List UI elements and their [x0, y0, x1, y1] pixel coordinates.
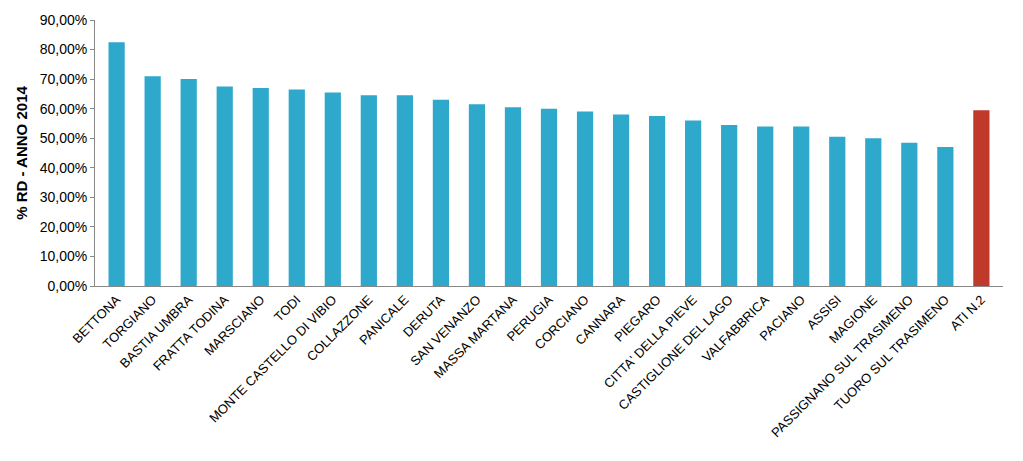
svg-text:BASTIA UMBRA: BASTIA UMBRA [117, 292, 196, 371]
svg-text:70,00%: 70,00% [40, 71, 87, 87]
svg-text:CASTIGLIONE DEL LAGO: CASTIGLIONE DEL LAGO [615, 292, 736, 413]
svg-text:CANNARA: CANNARA [572, 292, 628, 348]
svg-text:PIEGARO: PIEGARO [611, 292, 664, 345]
svg-text:% RD - ANNO 2014: % RD - ANNO 2014 [13, 86, 30, 220]
svg-text:PANICALE: PANICALE [356, 292, 412, 348]
svg-text:PERUGIA: PERUGIA [504, 292, 556, 344]
svg-text:COLLAZZONE: COLLAZZONE [304, 292, 376, 364]
svg-text:TODI: TODI [271, 292, 303, 324]
svg-text:80,00%: 80,00% [40, 41, 87, 57]
svg-text:PACIANO: PACIANO [757, 292, 808, 343]
svg-text:ASSISI: ASSISI [804, 292, 844, 332]
svg-text:PASSIGNANO SUL TRASIMENO: PASSIGNANO SUL TRASIMENO [768, 292, 916, 440]
svg-text:MONTE CASTELLO DI VIBIO: MONTE CASTELLO DI VIBIO [206, 292, 339, 425]
svg-text:SAN VENANZO: SAN VENANZO [407, 292, 484, 369]
svg-text:MASSA MARTANA: MASSA MARTANA [431, 292, 520, 381]
svg-text:TUORO SUL TRASIMENO: TUORO SUL TRASIMENO [831, 292, 952, 413]
svg-text:DERUTA: DERUTA [400, 292, 448, 340]
svg-text:TORGIANO: TORGIANO [100, 292, 159, 351]
svg-text:40,00%: 40,00% [40, 160, 87, 176]
svg-text:CITTA' DELLA PIEVE: CITTA' DELLA PIEVE [601, 292, 700, 391]
svg-text:MARSCIANO: MARSCIANO [201, 292, 267, 358]
svg-text:MAGIONE: MAGIONE [826, 292, 880, 346]
svg-text:0,00%: 0,00% [47, 278, 87, 294]
svg-text:10,00%: 10,00% [40, 248, 87, 264]
svg-text:FRATTA TODINA: FRATTA TODINA [150, 292, 232, 374]
svg-text:CORCIANO: CORCIANO [532, 292, 592, 352]
svg-text:VALFABBRICA: VALFABBRICA [699, 292, 772, 365]
svg-text:BETTONA: BETTONA [69, 292, 123, 346]
svg-text:90,00%: 90,00% [40, 12, 87, 28]
svg-text:30,00%: 30,00% [40, 189, 87, 205]
svg-text:ATI N.2: ATI N.2 [947, 292, 988, 333]
svg-text:20,00%: 20,00% [40, 219, 87, 235]
svg-text:50,00%: 50,00% [40, 130, 87, 146]
svg-text:60,00%: 60,00% [40, 101, 87, 117]
